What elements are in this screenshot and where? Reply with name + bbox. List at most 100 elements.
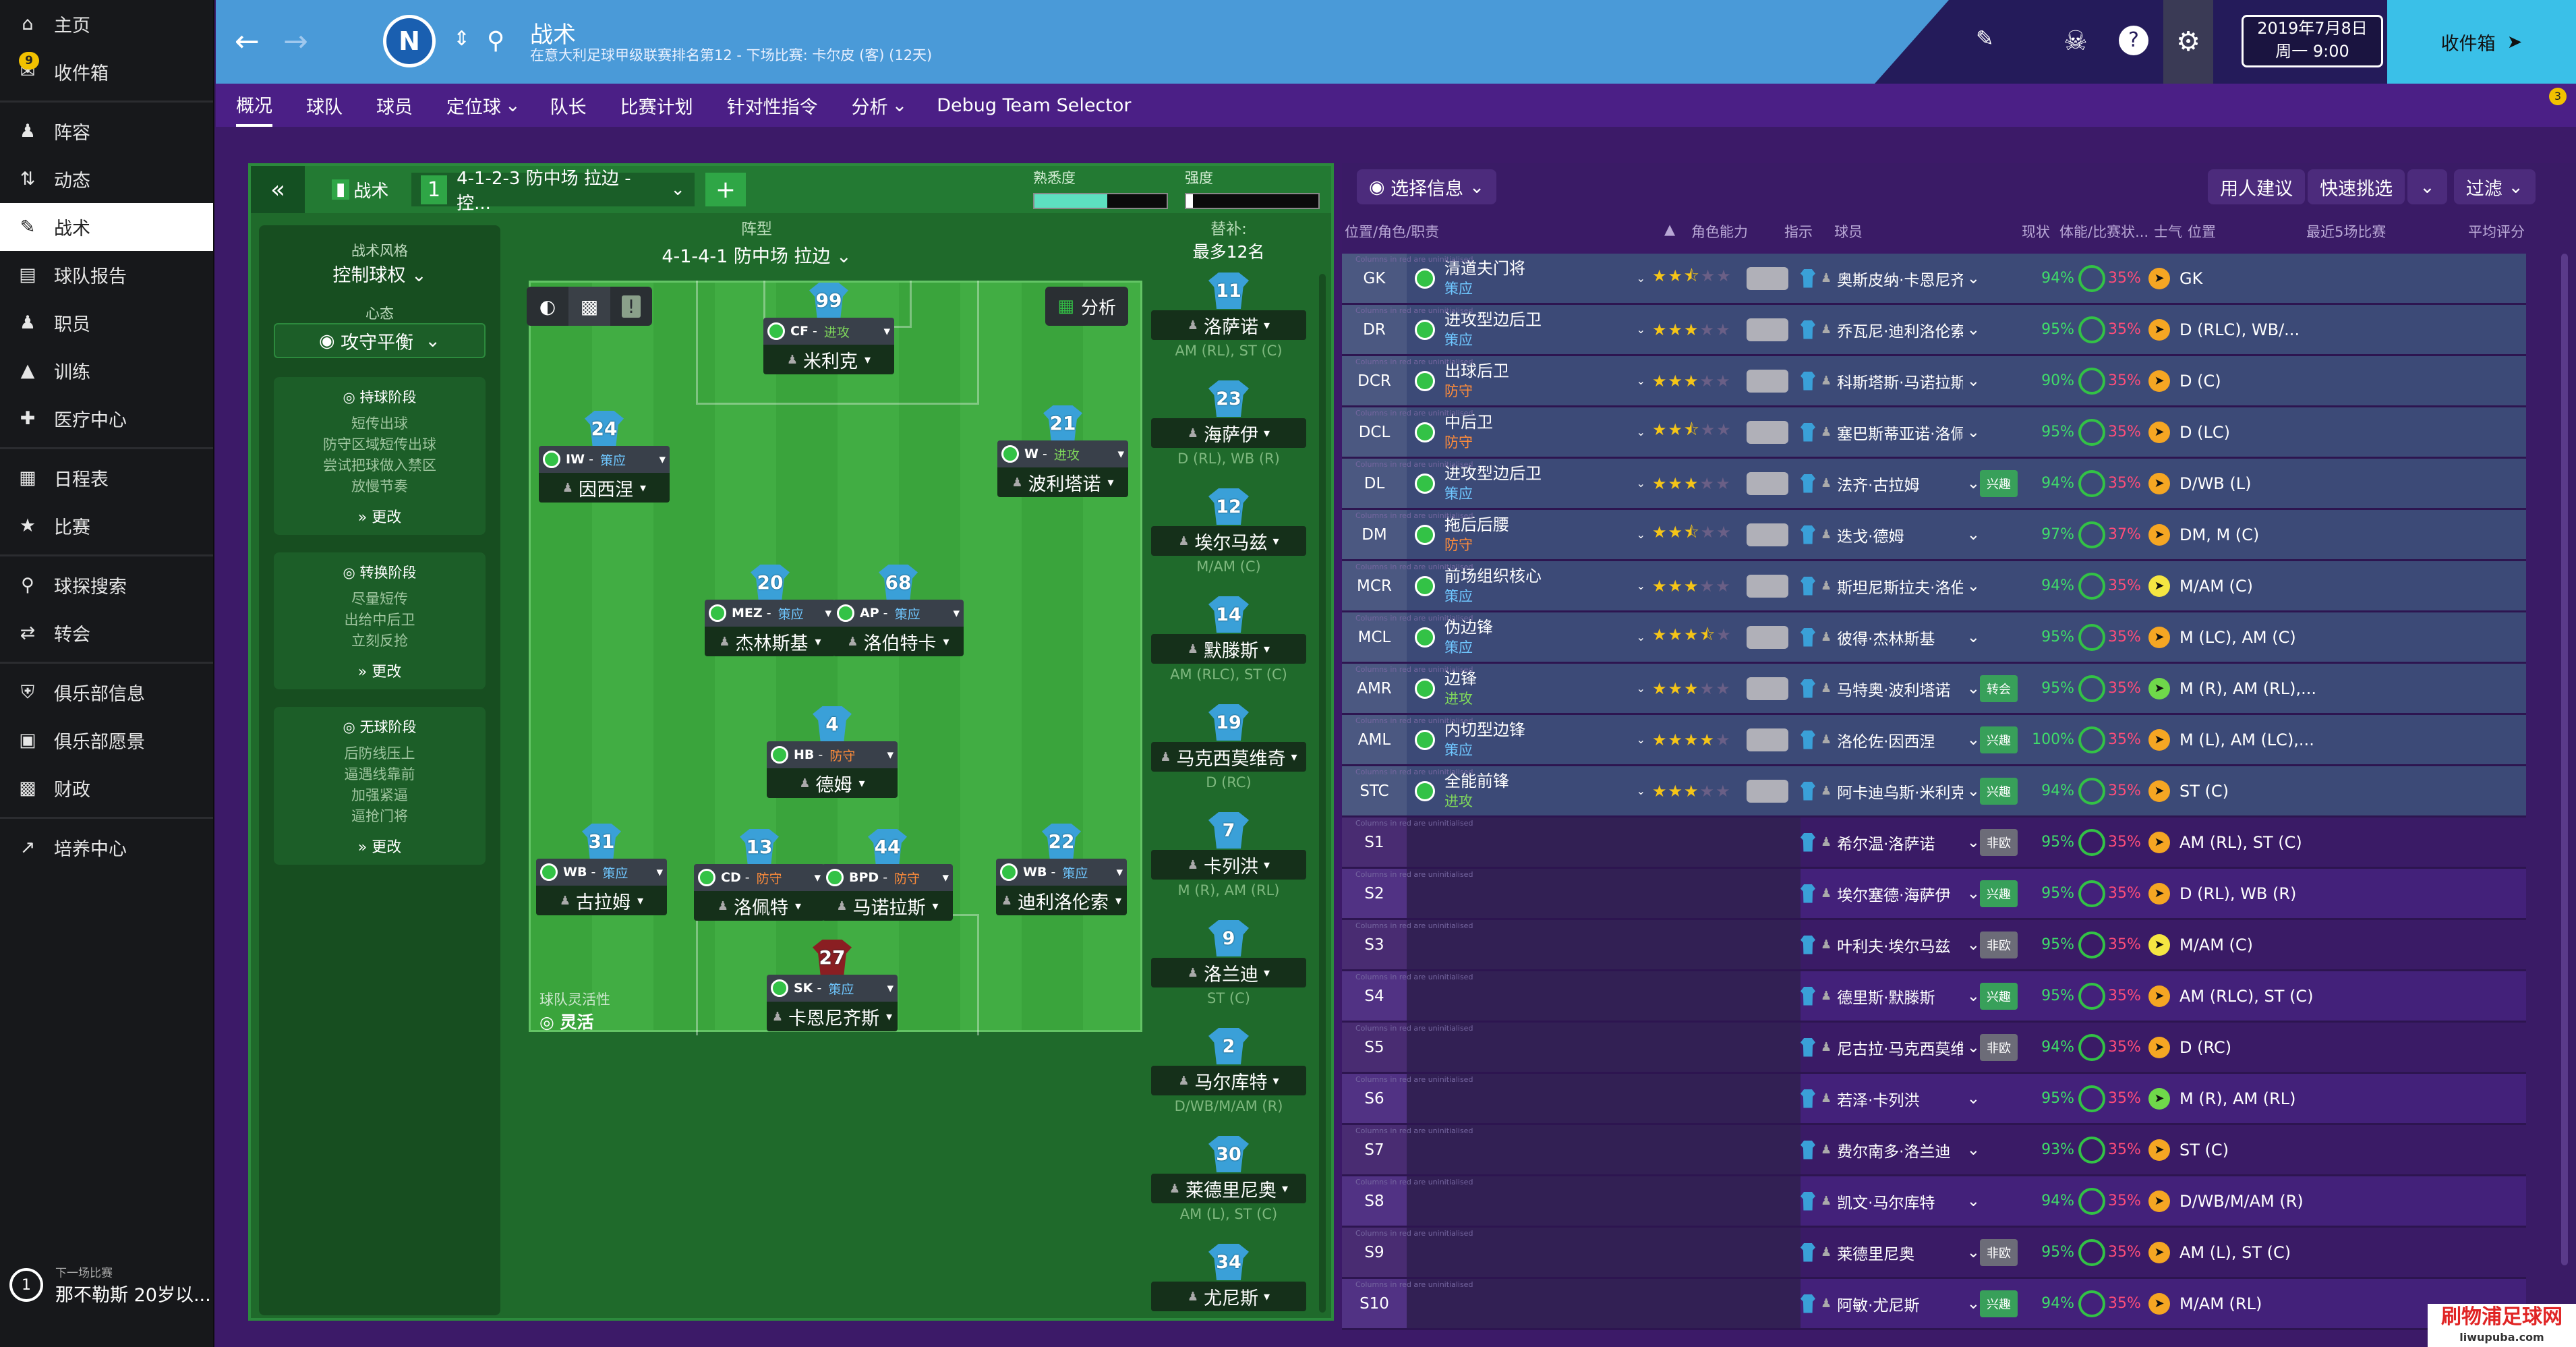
player-cell[interactable]: ♟ 叶利夫·埃尔马兹 ⌄ xyxy=(1801,934,1980,956)
instructions-button[interactable] xyxy=(1747,318,1801,341)
table-row[interactable]: Columns in red are uninitialised S4 ♟ 德里斯·默… xyxy=(1342,971,2526,1023)
col-header-role-ability[interactable]: 角色能力 xyxy=(1691,224,1748,240)
pitch-player-4[interactable]: 68 AP - 策应 ▾ ♟ 洛伯特卡 ▾ xyxy=(833,565,964,656)
filter-dropdown[interactable]: 过滤 ⌄ xyxy=(2453,169,2536,204)
player-name-selector[interactable]: ♟ 迪利洛伦索 ▾ xyxy=(996,886,1127,915)
table-row[interactable]: Columns in red are uninitialised STC 全能前锋进… xyxy=(1342,766,2526,818)
sidebar-item-15[interactable]: ▩ 财政 xyxy=(0,764,213,812)
recommend-button[interactable]: 用人建议 xyxy=(2208,169,2306,204)
instructions-button[interactable] xyxy=(1747,471,1801,495)
role-selector[interactable]: CD - 防守 ▾ xyxy=(694,864,825,891)
sub-name-selector[interactable]: ♟ 海萨伊 ▾ xyxy=(1151,418,1306,448)
role-selector[interactable]: 全能前锋 进攻 ⌄ xyxy=(1407,772,1652,811)
role-selector[interactable]: 拖后后腰 防守 ⌄ xyxy=(1407,515,1652,554)
subnav-tab-8[interactable]: Debug Team Selector xyxy=(937,94,1132,116)
subnav-tab-7[interactable]: 分析 xyxy=(851,96,888,118)
player-cell[interactable]: ♟ 若泽·卡列洪 ⌄ xyxy=(1801,1087,1980,1110)
col-header-morale[interactable]: 士气 xyxy=(2154,224,2182,240)
role-selector[interactable]: 边锋 进攻 ⌄ xyxy=(1407,669,1652,708)
table-row[interactable]: Columns in red are uninitialised MCL 伪边锋 策应… xyxy=(1342,612,2526,664)
player-cell[interactable]: ♟ 埃尔塞德·海萨伊 ⌄ xyxy=(1801,882,1980,905)
player-name-selector[interactable]: ♟ 洛伯特卡 ▾ xyxy=(833,627,964,656)
subnav-tab-6[interactable]: 针对性指令 xyxy=(726,96,818,118)
sub-name-selector[interactable]: ♟ 洛兰迪 ▾ xyxy=(1151,958,1306,987)
style-dropdown[interactable]: 控制球权 ⌄ xyxy=(259,260,500,287)
sub-name-selector[interactable]: ♟ 马克西莫维奇 ▾ xyxy=(1151,742,1306,772)
col-header-player[interactable]: 球员 xyxy=(1834,224,1863,240)
sidebar-item-1[interactable]: ✉ 收件箱 9 xyxy=(0,48,213,96)
role-selector[interactable]: 伪边锋 策应 ⌄ xyxy=(1407,618,1652,657)
role-selector[interactable]: 出球后卫 防守 ⌄ xyxy=(1407,362,1652,401)
game-date[interactable]: 2019年7月8日 周一 9:00 xyxy=(2242,15,2383,67)
select-info-dropdown[interactable]: ◉ 选择信息 ⌄ xyxy=(1357,169,1497,204)
table-row[interactable]: Columns in red are uninitialised DM 拖后后腰 防守… xyxy=(1342,510,2526,561)
player-cell[interactable]: ♟ 彼得·杰林斯基 ⌄ xyxy=(1801,626,1980,649)
instructions-button[interactable] xyxy=(1747,420,1801,444)
pitch-player-3[interactable]: 20 MEZ - 策应 ▾ ♟ 杰林斯基 ▾ xyxy=(705,565,836,656)
sub-slot-1[interactable]: 23 ♟ 海萨伊 ▾ D (RL), WB (R) xyxy=(1151,380,1306,488)
instructions-button[interactable] xyxy=(1747,574,1801,598)
inbox-button[interactable]: 收件箱 ➤ xyxy=(2387,0,2576,84)
edit-icon[interactable]: ✎ xyxy=(1976,26,1994,51)
phase-change-button[interactable]: » 更改 xyxy=(274,505,486,527)
sidebar-item-6[interactable]: ♟ 职员 xyxy=(0,299,213,347)
sub-slot-2[interactable]: 12 ♟ 埃尔马兹 ▾ M/AM (C) xyxy=(1151,488,1306,596)
subnav-tab-2[interactable]: 球员 xyxy=(376,96,413,118)
pitch-player-0[interactable]: 99 CF - 进攻 ▾ ♟ 米利克 ▾ xyxy=(763,283,894,374)
table-scrollbar[interactable] xyxy=(2561,254,2568,1265)
role-selector[interactable]: IW - 策应 ▾ xyxy=(539,446,670,473)
sub-slot-4[interactable]: 19 ♟ 马克西莫维奇 ▾ D (RC) xyxy=(1151,704,1306,812)
role-selector[interactable]: 清道夫门将 策应 ⌄ xyxy=(1407,259,1652,298)
col-header-status[interactable]: 现状 xyxy=(2022,224,2050,240)
role-selector[interactable]: WB - 策应 ▾ xyxy=(536,859,667,886)
forward-icon[interactable]: → xyxy=(283,24,308,59)
sidebar-item-8[interactable]: ✚ 医疗中心 xyxy=(0,395,213,442)
player-name-selector[interactable]: ♟ 古拉姆 ▾ xyxy=(536,886,667,915)
col-header-instructions[interactable]: 指示 xyxy=(1784,224,1813,240)
player-name-selector[interactable]: ♟ 波利塔诺 ▾ xyxy=(997,467,1128,497)
col-header-avg-rating[interactable]: 平均评分 xyxy=(2468,224,2525,240)
role-selector[interactable]: 前场组织核心 策应 ⌄ xyxy=(1407,567,1652,606)
table-row[interactable]: Columns in red are uninitialised S8 ♟ 凯文·马尔… xyxy=(1342,1176,2526,1228)
pitch-player-8[interactable]: 44 BPD - 防守 ▾ ♟ 马诺拉斯 ▾ xyxy=(822,829,953,921)
table-row[interactable]: Columns in red are uninitialised MCR 前场组织核… xyxy=(1342,561,2526,612)
player-cell[interactable]: ♟ 阿敏·尤尼斯 ⌄ xyxy=(1801,1292,1980,1315)
sub-slot-6[interactable]: 9 ♟ 洛兰迪 ▾ ST (C) xyxy=(1151,920,1306,1028)
pitch-player-10[interactable]: 27 SK - 策应 ▾ ♟ 卡恩尼齐斯 ▾ xyxy=(767,940,898,1031)
role-selector[interactable]: HB - 防守 ▾ xyxy=(767,741,898,768)
col-header-position[interactable]: 位置/角色/职责 xyxy=(1345,224,1440,240)
alert-icon[interactable]: ! xyxy=(610,287,652,326)
player-cell[interactable]: ♟ 法齐·古拉姆 ⌄ xyxy=(1801,472,1980,495)
player-cell[interactable]: ♟ 马特奥·波利塔诺 ⌄ xyxy=(1801,677,1980,700)
subnav-tab-4[interactable]: 队长 xyxy=(550,96,587,118)
mentality-dropdown[interactable]: ◉ 攻守平衡 ⌄ xyxy=(274,323,486,358)
player-name-selector[interactable]: ♟ 卡恩尼齐斯 ▾ xyxy=(767,1002,898,1031)
sidebar-item-11[interactable]: ⚲ 球探搜索 xyxy=(0,561,213,609)
player-cell[interactable]: ♟ 乔瓦尼·迪利洛伦索 ⌄ xyxy=(1801,318,1980,341)
table-row[interactable]: Columns in red are uninitialised DL 进攻型边后卫… xyxy=(1342,459,2526,510)
phase-change-button[interactable]: » 更改 xyxy=(274,835,486,857)
sub-name-selector[interactable]: ♟ 莱德里尼奥 ▾ xyxy=(1151,1174,1306,1203)
player-name-selector[interactable]: ♟ 马诺拉斯 ▾ xyxy=(822,891,953,921)
table-row[interactable]: Columns in red are uninitialised S5 ♟ 尼古拉·马… xyxy=(1342,1023,2526,1074)
sidebar-item-2[interactable]: ♟ 阵容 xyxy=(0,107,213,155)
sidebar-item-14[interactable]: ▣ 俱乐部愿景 xyxy=(0,716,213,764)
sidebar-item-4[interactable]: ✎ 战术 xyxy=(0,203,213,251)
sidebar-item-12[interactable]: ⇄ 转会 xyxy=(0,609,213,657)
strength-bar[interactable] xyxy=(1185,193,1320,209)
sidebar-item-10[interactable]: ★ 比赛 xyxy=(0,502,213,550)
sub-slot-8[interactable]: 30 ♟ 莱德里尼奥 ▾ AM (L), ST (C) xyxy=(1151,1136,1306,1244)
role-selector[interactable]: SK - 策应 ▾ xyxy=(767,975,898,1002)
sidebar-item-0[interactable]: ⌂ 主页 xyxy=(0,0,213,48)
player-cell[interactable]: ♟ 阿卡迪乌斯·米利克 ⌄ xyxy=(1801,780,1980,803)
add-tactic-button[interactable]: + xyxy=(705,173,746,206)
role-selector[interactable]: BPD - 防守 ▾ xyxy=(822,864,953,891)
sidebar-item-7[interactable]: ▲ 训练 xyxy=(0,347,213,395)
role-selector[interactable]: AP - 策应 ▾ xyxy=(833,600,964,627)
subnav-tab-0[interactable]: 概况 xyxy=(236,84,272,127)
collapse-icon[interactable]: « xyxy=(251,166,305,213)
player-cell[interactable]: ♟ 德里斯·默滕斯 ⌄ xyxy=(1801,985,1980,1008)
col-header-last5[interactable]: 最近5场比赛 xyxy=(2306,224,2387,240)
notification-badge[interactable]: 3 xyxy=(2549,88,2567,105)
sub-slot-9[interactable]: 34 ♟ 尤尼斯 ▾ xyxy=(1151,1244,1306,1347)
